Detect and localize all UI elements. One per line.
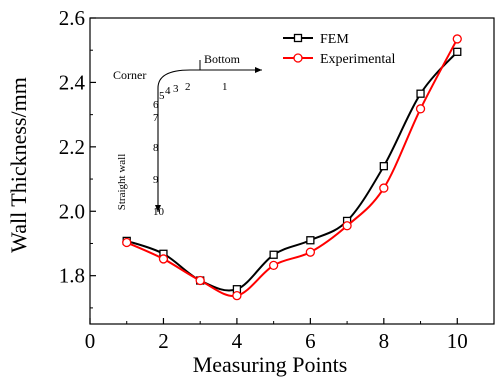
inset-point-8: 8 [153, 142, 159, 154]
inset-point-10: 10 [153, 206, 165, 218]
series-line-experimental [126, 38, 459, 297]
point-experimental [122, 237, 132, 248]
x-axis-label: Measuring Points [193, 352, 348, 377]
x-tick-label: 2 [158, 329, 169, 353]
y-tick-label: 2.6 [59, 6, 85, 30]
y-tick-label: 2.2 [59, 135, 85, 159]
point-fem [269, 250, 278, 259]
point-experimental [195, 275, 205, 286]
legend: FEM Experimental [283, 32, 396, 67]
y-tick-label: 1.8 [59, 264, 85, 288]
inset-point-4: 4 [165, 85, 171, 97]
bottom-label: Bottom [204, 52, 241, 66]
point-fem [306, 236, 315, 245]
wall-arrow-head [155, 205, 161, 212]
point-fem [416, 89, 425, 98]
point-experimental [305, 247, 316, 257]
inset-point-9: 9 [153, 174, 159, 186]
point-fem [379, 162, 388, 171]
legend-marker-fem [293, 33, 303, 43]
legend-marker-experimental [293, 53, 303, 63]
series-layer [122, 34, 462, 301]
legend-label-fem: FEM [320, 32, 349, 47]
plot-frame [89, 17, 495, 325]
x-tick-label: 10 [447, 329, 468, 353]
axes-layer: 0 2 4 6 8 101.82.02.22.42.6 [59, 6, 468, 353]
y-tick-label: 2.0 [59, 199, 85, 223]
inset-point-3: 3 [173, 83, 179, 95]
y-axis-label: Wall Thickness/mm [6, 77, 31, 253]
point-experimental [342, 221, 352, 231]
series-line-fem [126, 51, 459, 292]
point-experimental [415, 104, 426, 114]
inset-point-6: 6 [153, 99, 159, 111]
legend-label-experimental: Experimental [320, 52, 396, 67]
inset-point-7: 7 [153, 112, 159, 124]
inset-point-5: 5 [159, 90, 165, 102]
plot-background [90, 18, 494, 324]
x-tick-label: 4 [232, 329, 243, 353]
inset-point-1: 1 [222, 81, 228, 93]
point-fem [453, 47, 462, 56]
y-tick-label: 2.4 [59, 70, 86, 94]
inset-point-2: 2 [185, 81, 191, 93]
point-experimental [379, 183, 389, 193]
point-experimental [158, 254, 169, 264]
x-tick-label: 6 [305, 329, 316, 353]
point-experimental [268, 260, 279, 271]
x-tick-label: 0 [85, 329, 96, 353]
wall-arrow-line [157, 69, 191, 212]
straight-wall-label: Straight wall [116, 154, 128, 211]
point-experimental [452, 34, 462, 44]
bottom-arrow-head [255, 67, 262, 73]
corner-label: Corner [113, 68, 146, 82]
x-tick-label: 8 [379, 329, 390, 353]
point-experimental [232, 291, 242, 301]
